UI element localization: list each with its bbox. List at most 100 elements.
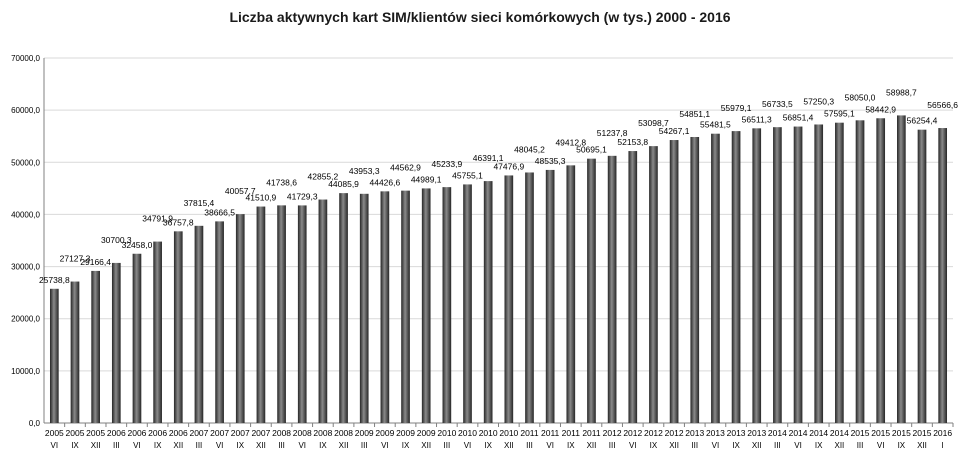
x-tick-label-period: XII: [421, 441, 431, 450]
x-tick-label-year: 2012: [644, 428, 663, 438]
bar: [380, 191, 390, 423]
data-label: 56511,3: [742, 114, 772, 124]
bar: [132, 253, 142, 423]
data-label: 47476,9: [493, 161, 524, 171]
x-tick-label-period: IX: [815, 441, 823, 450]
x-tick-label-period: VI: [712, 441, 720, 450]
data-label: 56566,6: [927, 100, 958, 110]
x-tick-label-year: 2007: [189, 428, 208, 438]
x-tick-label-period: VI: [877, 441, 885, 450]
x-tick-label-period: VI: [464, 441, 472, 450]
data-label: 41738,6: [266, 177, 297, 187]
x-tick-label-period: VI: [133, 441, 141, 450]
x-tick-label-period: IX: [402, 441, 410, 450]
x-tick-label-period: XII: [917, 441, 927, 450]
x-tick-label-period: III: [609, 441, 616, 450]
y-tick-label: 50000,0: [11, 158, 40, 167]
x-tick-label-year: 2008: [272, 428, 291, 438]
x-tick-label-year: 2008: [334, 428, 353, 438]
x-tick-label-year: 2010: [437, 428, 456, 438]
y-tick-label: 0,0: [29, 419, 41, 428]
bar: [545, 169, 555, 423]
x-tick-label-year: 2007: [251, 428, 270, 438]
data-label: 51237,8: [597, 128, 628, 138]
x-tick-label-year: 2006: [107, 428, 126, 438]
data-label: 44989,1: [411, 174, 442, 184]
x-tick-label-year: 2010: [499, 428, 518, 438]
x-tick-label-period: XII: [752, 441, 762, 450]
bar: [442, 187, 452, 423]
x-tick-label-year: 2014: [768, 428, 787, 438]
bar: [70, 281, 80, 423]
bar: [173, 231, 183, 423]
x-tick-label-year: 2009: [417, 428, 436, 438]
data-label: 58988,7: [886, 87, 917, 97]
bar: [669, 140, 679, 424]
bar: [607, 155, 617, 423]
x-tick-label-period: XII: [834, 441, 844, 450]
bar: [194, 225, 204, 423]
x-tick-label-year: 2015: [871, 428, 890, 438]
data-label: 45755,1: [452, 170, 483, 180]
bar: [835, 122, 844, 424]
bar: [215, 221, 224, 423]
x-tick-label-year: 2006: [128, 428, 147, 438]
bar: [421, 188, 431, 423]
y-tick-label: 70000,0: [11, 54, 40, 63]
data-label: 29166,4: [80, 257, 111, 267]
data-label: 58442,9: [865, 104, 896, 114]
x-tick-label-year: 2008: [313, 428, 332, 438]
data-label: 42855,2: [308, 172, 339, 182]
x-tick-label-period: XII: [173, 441, 183, 450]
data-label: 52153,8: [617, 137, 648, 147]
bar: [587, 158, 596, 424]
bar: [483, 181, 493, 423]
data-label: 55979,1: [721, 103, 752, 113]
bar: [463, 184, 472, 423]
x-tick-label-year: 2005: [66, 428, 85, 438]
x-tick-label-year: 2015: [892, 428, 911, 438]
data-label: 58050,0: [845, 92, 876, 102]
x-tick-label-period: VI: [298, 441, 306, 450]
data-label: 50695,1: [576, 145, 607, 155]
x-tick-label-period: IX: [236, 441, 244, 450]
x-tick-label-period: III: [774, 441, 781, 450]
x-tick-label-year: 2005: [86, 428, 105, 438]
x-tick-label-year: 2009: [396, 428, 415, 438]
x-tick-label-year: 2011: [582, 428, 601, 438]
bar: [504, 175, 514, 423]
x-tick-label-year: 2011: [520, 428, 539, 438]
x-tick-label-year: 2014: [809, 428, 828, 438]
data-label: 37815,4: [184, 198, 215, 208]
data-label: 56851,4: [783, 113, 814, 123]
x-tick-label-period: IX: [71, 441, 79, 450]
bar: [153, 241, 162, 423]
x-tick-label-year: 2012: [623, 428, 642, 438]
x-tick-label-period: III: [691, 441, 698, 450]
x-tick-label-year: 2011: [541, 428, 560, 438]
bar: [938, 128, 948, 423]
x-tick-label-year: 2012: [665, 428, 684, 438]
x-tick-label-year: 2010: [479, 428, 498, 438]
x-tick-label-period: IX: [650, 441, 658, 450]
x-tick-label-period: XII: [91, 441, 101, 450]
data-label: 46391,1: [473, 153, 504, 163]
y-tick-label: 20000,0: [11, 315, 40, 324]
x-tick-label-year: 2006: [169, 428, 188, 438]
data-label: 54851,1: [679, 109, 710, 119]
x-tick-label-period: III: [857, 441, 864, 450]
data-label: 48045,2: [514, 144, 545, 154]
x-tick-label-period: I: [942, 441, 944, 450]
data-label: 57250,3: [803, 96, 834, 106]
x-tick-label-year: 2015: [851, 428, 870, 438]
bar: [752, 128, 762, 424]
x-tick-label-period: III: [113, 441, 120, 450]
x-tick-label-year: 2012: [603, 428, 622, 438]
x-tick-label-period: III: [444, 441, 451, 450]
bar: [235, 214, 245, 423]
x-tick-label-year: 2009: [375, 428, 394, 438]
x-tick-label-year: 2013: [727, 428, 746, 438]
bar: [793, 126, 803, 424]
